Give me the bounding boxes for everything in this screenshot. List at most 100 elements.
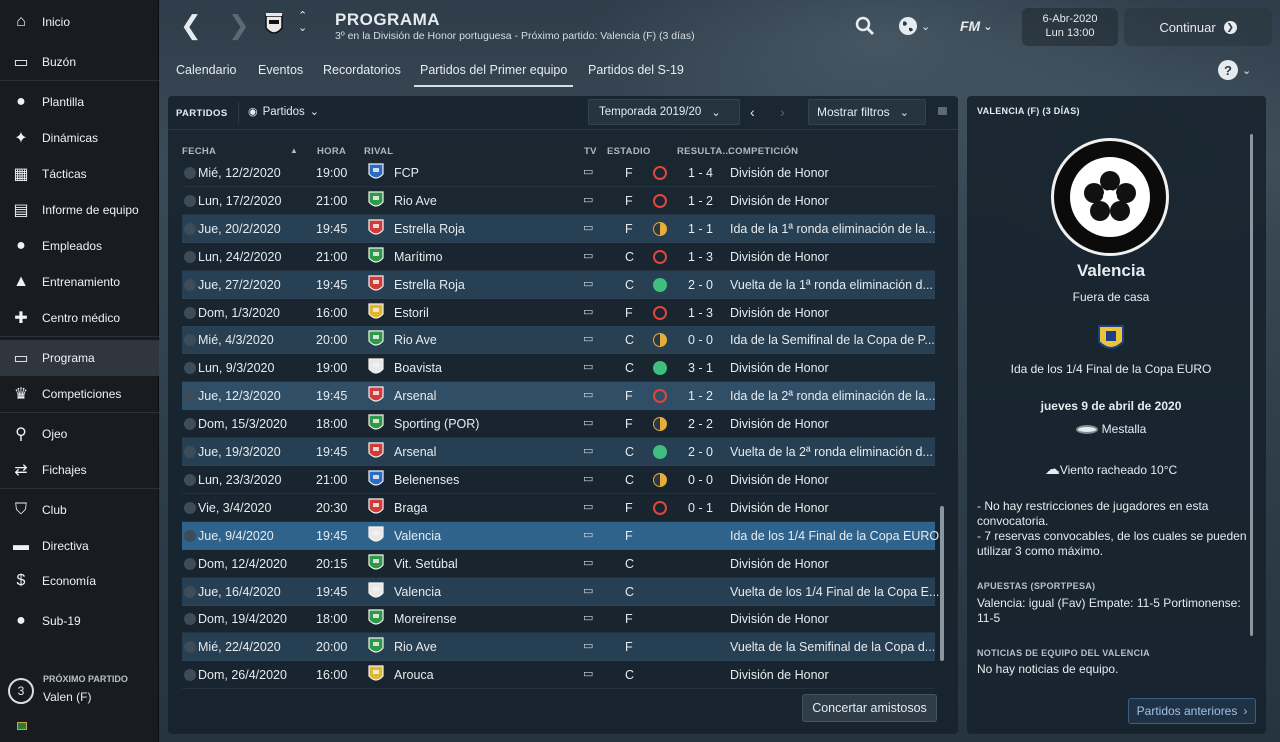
table-row[interactable]: Jue, 16/4/2020 19:45 Valencia ▭ C Vuelta de l… [182,577,939,606]
next-match-widget[interactable]: 3 PRÓXIMO PARTIDO Valen (F) [0,668,159,718]
rival-badge-icon[interactable] [368,637,384,656]
show-filters-button[interactable]: Mostrar filtros ⌄ [808,99,926,125]
rival-name[interactable]: Boavista [394,361,442,376]
rival-badge-icon[interactable] [368,386,384,405]
col-competition[interactable]: COMPETICIÓN [728,146,799,157]
continue-button[interactable]: Continuar ❯ [1124,8,1272,46]
table-row[interactable]: Dom, 12/4/2020 20:15 Vit. Setúbal ▭ C Divisió… [182,550,935,578]
table-row[interactable]: Dom, 19/4/2020 18:00 Moreirense ▭ F División … [182,605,935,634]
rival-name[interactable]: Estrella Roja [394,277,465,292]
rival-badge-icon[interactable] [368,609,384,628]
table-row[interactable]: Lun, 23/3/2020 21:00 Belenenses ▭ C 0 - 0 Divi… [182,466,935,494]
previous-matches-button[interactable]: Partidos anteriores › [1128,698,1256,724]
col-time[interactable]: HORA [317,146,347,157]
tab-reminders[interactable]: Recordatorios [323,63,401,77]
rival-badge-icon[interactable] [368,581,384,601]
col-tv[interactable]: TV [584,146,597,157]
rival-name[interactable]: Estoril [394,305,429,320]
table-row[interactable]: Lun, 24/2/2020 21:00 Marítimo ▭ C 1 - 3 Divisi… [182,243,935,271]
rival-badge-icon[interactable] [368,302,384,322]
table-row[interactable]: Vie, 3/4/2020 20:30 Braga ▭ F 0 - 1 División d… [182,494,935,522]
rival-name[interactable]: Rio Ave [394,333,437,348]
rival-badge-icon[interactable] [368,330,384,349]
rival-badge-icon[interactable] [368,414,384,433]
table-row[interactable]: Mié, 22/4/2020 20:00 Rio Ave ▭ F Vuelta de la… [182,633,935,662]
col-result[interactable]: RESULTA... [677,146,732,157]
tab-first-team-matches[interactable]: Partidos del Primer equipo [414,63,574,87]
rival-name[interactable]: Rio Ave [394,193,437,208]
sidebar-item-16[interactable]: $ Economía [0,563,159,599]
sidebar-item-7[interactable]: ● Empleados [0,228,159,264]
tab-u19-matches[interactable]: Partidos del S-19 [588,63,684,77]
rival-badge-icon[interactable] [368,219,384,238]
table-row[interactable]: Mié, 4/3/2020 20:00 Rio Ave ▭ C 0 - 0 Ida de l… [182,326,935,355]
sidebar-item-3[interactable]: ● Plantilla [0,84,159,120]
tab-events[interactable]: Eventos [258,63,304,77]
table-row[interactable]: Dom, 26/4/2020 16:00 Arouca ▭ C División de H… [182,661,935,690]
table-row[interactable]: Dom, 15/3/2020 18:00 Sporting (POR) ▭ F 2 - 2… [182,410,935,439]
sidebar-item-10[interactable]: ▭ Programa [0,340,159,376]
rival-badge-icon[interactable] [368,526,384,545]
rival-name[interactable]: Braga [394,500,428,515]
details-scrollbar[interactable] [1250,134,1253,636]
search-icon[interactable] [855,12,875,40]
rival-badge-icon[interactable] [368,665,384,684]
table-row[interactable]: Lun, 17/2/2020 21:00 Rio Ave ▭ F 1 - 2 Divisió… [182,187,935,215]
club-crest-icon[interactable] [264,12,284,38]
rival-name[interactable]: Sporting (POR) [394,417,480,432]
rival-name[interactable]: Vit. Setúbal [394,556,458,571]
sidebar-item-2[interactable]: ▭ Buzón [0,44,159,80]
world-menu-button[interactable]: ⌄ [898,12,930,40]
sidebar-item-1[interactable]: ⌂ Inicio [0,4,159,40]
season-prev-icon[interactable]: ‹ [750,104,755,120]
col-stadium[interactable]: ESTADIO [607,146,651,157]
rival-name[interactable]: Marítimo [394,249,443,264]
table-row[interactable]: Mié, 12/2/2020 19:00 FCP ▭ F 1 - 4 División de… [182,159,935,187]
rival-name[interactable]: Arouca [394,668,434,683]
rival-badge-icon[interactable] [368,470,384,489]
forward-arrow-icon[interactable]: ❯ [228,10,250,40]
scrollbar[interactable] [940,506,944,661]
rival-badge-icon[interactable] [368,247,384,266]
col-rival[interactable]: RIVAL [364,146,394,157]
rival-badge-icon[interactable] [368,274,384,294]
col-date[interactable]: FECHA [182,146,217,157]
rival-name[interactable]: Arsenal [394,445,437,459]
sidebar-item-4[interactable]: ✦ Dinámicas [0,120,159,156]
sidebar-item-5[interactable]: ▦ Tácticas [0,156,159,192]
season-select[interactable]: Temporada 2019/20 ⌄ [588,99,740,125]
rival-name[interactable]: Arsenal [394,389,437,404]
rival-name[interactable]: Valencia [394,584,442,599]
table-row[interactable]: Lun, 9/3/2020 19:00 Boavista ▭ C 3 - 1 Divisió… [182,354,935,383]
fm-menu-button[interactable]: FM ⌄ [960,12,992,40]
club-switch-icon[interactable]: ⌃ ⌄ [298,10,308,34]
table-row[interactable]: Jue, 12/3/2020 19:45 Arsenal ▭ F 1 - 2 Ida de … [182,382,935,411]
sidebar-item-8[interactable]: ▲ Entrenamiento [0,264,159,300]
sidebar-item-14[interactable]: ⛉ Club [0,492,159,528]
view-dropdown[interactable]: ◉ Partidos ⌄ [248,105,319,119]
rival-badge-icon[interactable] [368,553,384,573]
rival-badge-icon[interactable] [368,358,384,377]
rival-name[interactable]: Belenenses [394,472,460,487]
rival-name[interactable]: Estrella Roja [394,221,465,236]
sidebar-item-12[interactable]: ⚲ Ojeo [0,416,159,452]
table-row[interactable]: Jue, 27/2/2020 19:45 Estrella Roja ▭ C 2 - 0 V… [182,270,935,299]
tab-calendar[interactable]: Calendario [176,63,237,77]
season-next-icon[interactable]: › [780,104,785,120]
sidebar-item-11[interactable]: ♛ Competiciones [0,376,159,412]
rival-badge-icon[interactable] [368,498,384,517]
rival-name[interactable]: Valencia [394,528,442,543]
table-row[interactable]: Jue, 9/4/2020 19:45 Valencia ▭ F Ida de los 1… [182,521,939,550]
back-arrow-icon[interactable]: ❮ [180,10,202,40]
table-row[interactable]: Jue, 20/2/2020 19:45 Estrella Roja ▭ F 1 - 1 I… [182,214,935,243]
table-row[interactable]: Jue, 19/3/2020 19:45 Arsenal ▭ C 2 - 0 Vuelta … [182,438,935,466]
sidebar-item-6[interactable]: ▤ Informe de equipo [0,192,159,228]
rival-name[interactable]: Moreirense [394,612,457,627]
rival-badge-icon[interactable] [368,191,384,210]
rival-badge-icon[interactable] [368,163,384,182]
sidebar-item-17[interactable]: ● Sub-19 [0,603,159,639]
sidebar-item-15[interactable]: ▬ Directiva [0,528,159,564]
help-button[interactable]: ? ⌄ [1218,60,1251,80]
sidebar-item-9[interactable]: ✚ Centro médico [0,300,159,336]
rival-name[interactable]: FCP [394,166,419,180]
